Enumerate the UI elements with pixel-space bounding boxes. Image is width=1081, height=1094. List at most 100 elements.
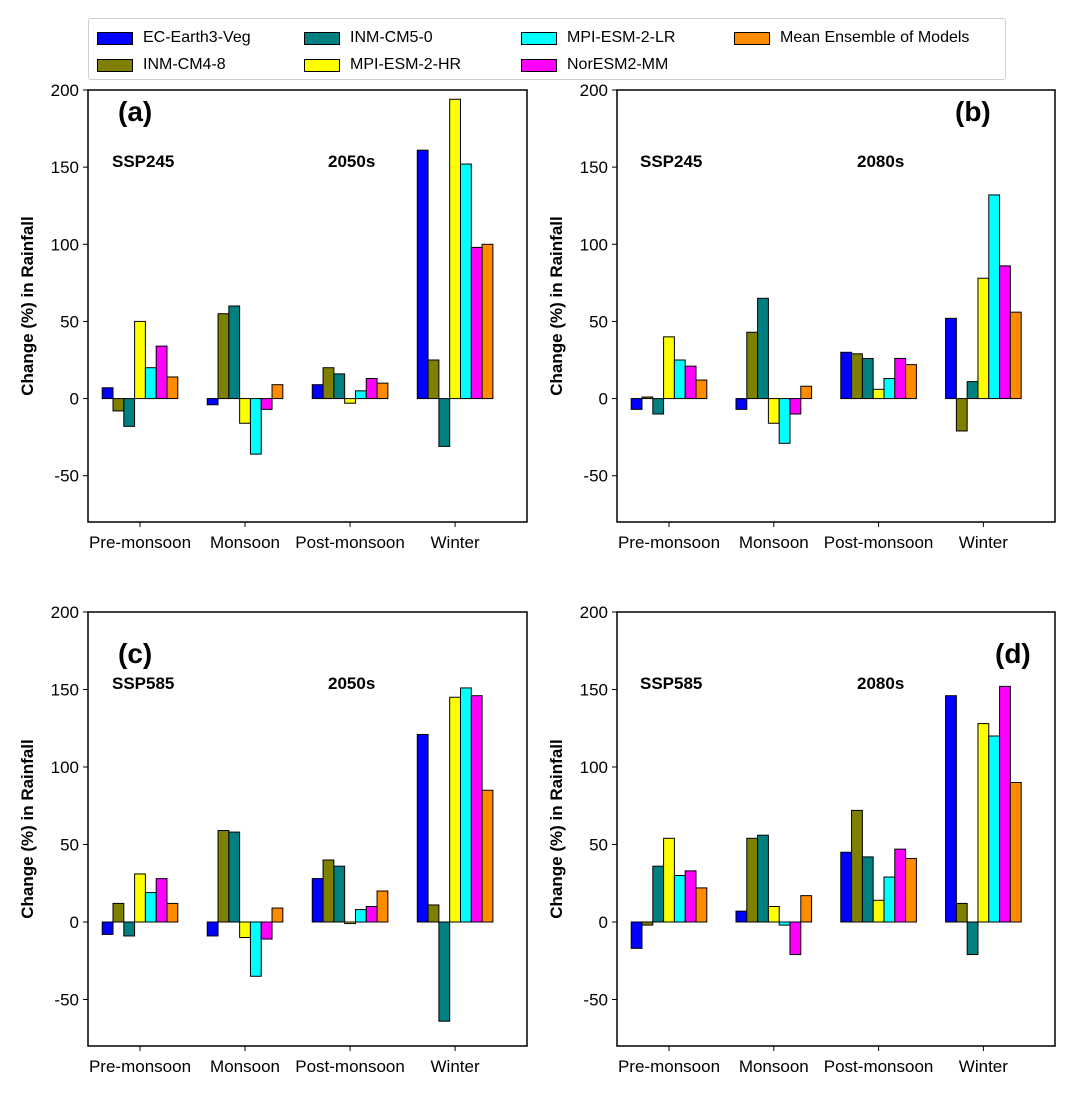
scenario-label: SSP585 <box>640 674 702 693</box>
bar <box>735 910 748 923</box>
plot-frame <box>87 611 528 1047</box>
bar <box>134 873 146 923</box>
panel-label: (b) <box>955 96 991 127</box>
bar <box>851 809 863 923</box>
bar <box>630 921 643 949</box>
scenario-label: SSP245 <box>112 152 174 171</box>
plot-frame <box>87 89 528 523</box>
bar <box>894 357 907 400</box>
y-axis-label: Change (%) in Rainfall <box>547 739 566 918</box>
bar <box>840 851 853 923</box>
y-tick-label: 0 <box>70 390 79 409</box>
bar <box>311 878 324 923</box>
legend-item: INM-CM5-0 <box>304 28 433 48</box>
bar <box>144 892 157 923</box>
bar <box>271 384 284 400</box>
bar <box>416 733 429 923</box>
legend-swatch <box>97 31 133 45</box>
bar <box>112 398 125 412</box>
bar <box>641 396 654 400</box>
bar <box>311 384 324 400</box>
x-tick-label: Winter <box>431 1057 480 1076</box>
y-tick-label: 50 <box>60 312 79 331</box>
bar <box>459 687 472 923</box>
bar <box>416 149 429 400</box>
bar <box>260 398 273 410</box>
bar <box>365 906 378 923</box>
bar <box>905 364 917 400</box>
bar <box>757 834 769 923</box>
bar <box>894 848 907 923</box>
bar <box>988 735 1001 923</box>
bar <box>988 194 1001 400</box>
chart-panel: -50 0 50 100 150 200 Pre-monsoon Monsoon Post-mo… <box>18 603 528 1076</box>
bar <box>883 876 896 923</box>
plot-frame <box>616 611 1056 1047</box>
bar <box>449 98 461 400</box>
y-tick-label: 0 <box>599 390 608 409</box>
legend-swatch <box>97 58 133 72</box>
bar <box>695 887 708 923</box>
bar <box>861 856 874 923</box>
bar <box>239 921 251 938</box>
x-tick-label: Winter <box>959 1057 1008 1076</box>
legend-label: INM-CM5-0 <box>350 29 433 46</box>
legend-swatch <box>304 31 340 45</box>
bar <box>641 921 654 926</box>
bar <box>344 921 356 925</box>
y-tick-label: 200 <box>580 603 608 622</box>
bar <box>800 895 813 923</box>
bar <box>228 305 241 400</box>
bar <box>260 921 273 940</box>
bar <box>123 398 136 427</box>
bar <box>322 367 335 400</box>
legend-label: MPI-ESM-2-LR <box>567 29 676 46</box>
bar <box>354 909 367 923</box>
bar <box>767 906 780 923</box>
bar <box>778 921 791 926</box>
bar <box>427 359 440 400</box>
y-tick-label: -50 <box>54 467 79 486</box>
scenario-label: SSP585 <box>112 674 174 693</box>
bar <box>376 890 389 923</box>
legend-item: NorESM2-MM <box>521 55 668 75</box>
bar <box>249 398 262 455</box>
plot-frame <box>616 89 1056 523</box>
bar <box>427 904 440 923</box>
bar <box>735 398 748 410</box>
y-tick-label: 0 <box>599 913 608 932</box>
y-tick-label: 150 <box>580 158 608 177</box>
bar <box>155 345 168 400</box>
bar <box>955 902 968 923</box>
bar <box>376 382 389 400</box>
bar <box>767 398 780 424</box>
bar <box>945 695 957 923</box>
bar <box>872 899 885 923</box>
bar <box>344 398 356 404</box>
y-tick-label: 50 <box>60 836 79 855</box>
bar <box>438 398 451 447</box>
y-tick-label: 0 <box>70 913 79 932</box>
bar <box>861 357 874 400</box>
y-tick-label: 150 <box>51 158 79 177</box>
bar <box>322 859 335 923</box>
bar <box>883 378 896 400</box>
bar <box>354 390 367 400</box>
bar <box>144 367 157 400</box>
y-tick-label: 100 <box>51 758 79 777</box>
bar <box>470 695 483 923</box>
legend-item: INM-CM4-8 <box>97 55 226 75</box>
x-tick-label: Post-monsoon <box>824 533 934 552</box>
bar <box>155 878 168 923</box>
bar <box>217 830 230 923</box>
bar <box>778 398 791 444</box>
bar <box>630 398 643 410</box>
bar <box>673 359 686 400</box>
bar <box>459 163 472 400</box>
legend-item: Mean Ensemble of Models <box>734 28 969 48</box>
bar <box>239 398 251 424</box>
x-tick-label: Pre-monsoon <box>89 1057 191 1076</box>
bar <box>481 789 494 923</box>
bar <box>449 696 461 923</box>
x-tick-label: Winter <box>959 533 1008 552</box>
